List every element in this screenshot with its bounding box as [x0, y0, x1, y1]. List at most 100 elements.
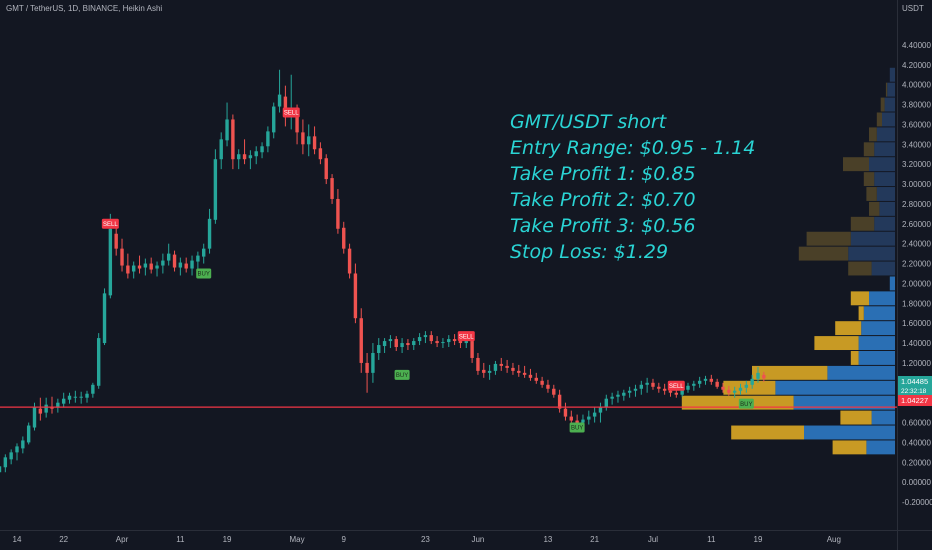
candle-up [464, 341, 468, 344]
candle-up [604, 398, 608, 407]
candle-down [662, 388, 667, 391]
volume-profile-bar-up [874, 172, 895, 187]
candle-down [721, 386, 725, 390]
candle-down [336, 198, 340, 229]
candle-down [511, 367, 515, 371]
price-tick-label: 4.40000 [902, 41, 931, 50]
countdown-value: 22:32:18 [901, 388, 927, 395]
secondary-price-tag: 1.04227 [898, 395, 932, 406]
candle-up [61, 398, 66, 404]
candle-down [715, 381, 719, 387]
note-line-pair: GMT/USDT short [510, 111, 668, 133]
volume-profile-bar-down [814, 336, 859, 351]
volume-profile-bar-up [861, 321, 895, 336]
candle-down [324, 158, 328, 180]
candle-up [0, 466, 2, 473]
candle-up [703, 378, 708, 381]
buy-signal-tag: BUY [394, 369, 410, 380]
volume-profile-bar-down [863, 142, 875, 157]
signal-tag-bg [457, 331, 475, 342]
volume-profile-bar-down [858, 306, 864, 321]
volume-profile-bar-up [866, 440, 895, 455]
candle-down [522, 372, 527, 375]
note-line-stop: Stop Loss: $1.29 [510, 241, 668, 263]
candle-down [359, 318, 363, 363]
candle-up [102, 293, 107, 344]
time-tick-label: Apr [116, 535, 129, 544]
price-tick-label: 3.80000 [902, 101, 931, 110]
volume-profile-bar-down [863, 172, 875, 187]
candle-up [412, 341, 416, 346]
current-price-value: 1.04485 [901, 377, 928, 386]
price-tick-label: 0.60000 [902, 419, 931, 428]
volume-profile-bar-down [806, 231, 851, 246]
candle-down [528, 374, 533, 378]
signal-tag-label: BUY [396, 373, 408, 379]
candle-up [108, 228, 113, 296]
candle-up [377, 345, 381, 353]
candle-up [732, 390, 737, 393]
volume-profile-bar-up [850, 231, 895, 246]
price-tick-label: 2.00000 [902, 279, 931, 288]
current-price-tag: 1.04485 22:32:18 [898, 376, 932, 396]
sell-signal-tag: SELL [667, 380, 685, 391]
candle-down [353, 273, 358, 319]
note-line-tp1: Take Profit 1: $0.85 [510, 163, 696, 185]
candle-down [651, 382, 655, 387]
candle-up [260, 146, 264, 153]
candle-down [505, 365, 509, 368]
candle-up [79, 396, 83, 398]
price-tick-label: 1.40000 [902, 339, 931, 348]
candle-down [569, 416, 573, 421]
candle-down [762, 374, 766, 379]
signal-tag-bg [569, 422, 585, 433]
candle-down [482, 369, 486, 373]
candle-up [161, 260, 165, 266]
price-tick-label: 0.40000 [902, 438, 931, 447]
candle-up [616, 394, 620, 397]
candle-down [429, 335, 433, 342]
volume-profile-bar-down [835, 321, 862, 336]
price-tick-label: 0.00000 [902, 478, 931, 487]
volume-profile-bar-up [775, 380, 895, 395]
signal-tag-label: SELL [284, 111, 299, 117]
buy-signal-tag: BUY [569, 422, 585, 433]
volume-profile-bar-down [885, 82, 888, 97]
signal-tag-bg [394, 369, 410, 380]
volume-profile-bar-up [869, 291, 895, 306]
candle-up [67, 395, 72, 400]
candle-down [470, 341, 474, 358]
candle-up [21, 440, 25, 449]
symbol-title[interactable]: GMT / TetherUS, 1D, BINANCE, Heikin Ashi [6, 4, 162, 13]
volume-profile-bar-down [866, 187, 877, 201]
volume-profile-bar-up [863, 306, 895, 321]
candle-up [219, 139, 223, 160]
candle-down [452, 339, 457, 342]
candle-down [517, 370, 521, 373]
candle-up [3, 457, 8, 468]
candle-up [143, 263, 148, 268]
candle-up [697, 380, 702, 384]
time-axis[interactable]: 14 22 Apr 11 19 May 9 23 Jun 13 21 Jul 11 19 Aug [13, 535, 841, 544]
signal-tag-label: SELL [103, 222, 118, 228]
time-tick-label: 14 [13, 535, 22, 544]
candle-down [499, 363, 503, 366]
volume-profile-bar-down [681, 395, 794, 410]
candle-down [476, 357, 480, 371]
candle-down [394, 339, 398, 348]
candle-up [9, 452, 13, 460]
candle-down [563, 408, 568, 417]
candle-down [301, 132, 305, 145]
signal-tag-bg [667, 380, 685, 391]
candle-up [196, 255, 200, 262]
volume-profile-bar-down [876, 112, 882, 127]
buy-signal-tag: BUY [196, 268, 212, 279]
candle-up [272, 106, 276, 133]
price-tick-label: 1.80000 [902, 299, 931, 308]
candle-down [120, 248, 124, 266]
price-tick-label: 2.60000 [902, 220, 931, 229]
volume-profile-bar-down [723, 380, 776, 395]
candle-down [283, 96, 288, 115]
